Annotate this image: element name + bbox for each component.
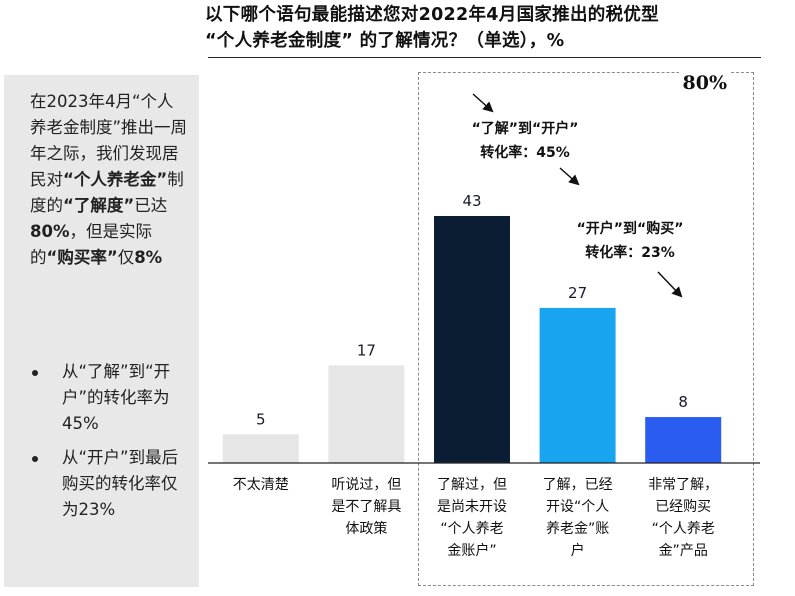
bar-value-label: 5 — [256, 410, 266, 428]
bar-3 — [539, 307, 616, 463]
annotation-arrow-3 — [657, 271, 683, 298]
category-label: 是不了解具 — [331, 499, 401, 515]
title-divider — [208, 57, 761, 58]
category-label: 金”产品 — [659, 543, 708, 559]
bar-value-label: 8 — [678, 393, 688, 411]
sidebar-intro-text: 在2023年4月“个人养老金制度”推出一周年之际，我们发现居民对“个人养老金”制… — [30, 89, 190, 271]
category-label: “个人养老 — [652, 521, 715, 537]
bar-4 — [645, 417, 722, 463]
intro-segment: 8% — [134, 248, 163, 267]
category-label: 听说过，但 — [331, 477, 401, 493]
category-label: 户 — [571, 542, 585, 559]
intro-segment: “个人养老金” — [63, 170, 168, 189]
category-label: 已经购买 — [655, 499, 711, 515]
awareness-highlight-box: 80% — [418, 72, 754, 586]
annotation-purchase-rate-line1: “开户”到“购买” — [577, 220, 684, 237]
sidebar-bullets: 从“了解”到“开户”的转化率为45% 从“开户”到最后购买的转化率仅为23% — [26, 359, 191, 531]
intro-segment: “购买率” — [46, 248, 118, 267]
bullet-text: 从“了解”到“开户”的转化率为45% — [62, 362, 171, 433]
bullet-dot-icon — [32, 456, 38, 462]
intro-segment: 仅 — [117, 248, 135, 267]
intro-segment: “了解度” — [63, 196, 135, 215]
bullet-item: 从“开户”到最后购买的转化率仅为23% — [26, 445, 191, 523]
bar-2 — [434, 216, 510, 463]
category-label: “个人养老 — [440, 521, 503, 537]
bullet-text: 从“开户”到最后购买的转化率仅为23% — [62, 448, 179, 519]
category-label: 非常了解， — [648, 477, 718, 493]
bar-value-label: 43 — [462, 192, 481, 210]
intro-segment: 80% — [30, 222, 70, 241]
annotation-arrow-1 — [472, 93, 494, 113]
awareness-total-label: 80% — [678, 72, 731, 94]
category-label: 是尚未开设 — [437, 499, 507, 515]
intro-segment: 已达 — [134, 196, 168, 215]
annotation-open-rate-line2: 转化率：45% — [480, 144, 570, 161]
intro-segment: 在2023年4月“个人养老金制度”推出一周年之际，我们发现居民对 — [30, 92, 188, 189]
category-label: 体政策 — [345, 520, 387, 537]
category-label: 了解过，但 — [437, 477, 507, 493]
category-label: 养老金”账 — [546, 521, 609, 537]
bar-1 — [328, 365, 405, 463]
intro-segment: ，但是实际的 — [30, 222, 152, 267]
bullet-dot-icon — [32, 370, 38, 376]
insight-sidebar: 在2023年4月“个人养老金制度”推出一周年之际，我们发现居民对“个人养老金”制… — [4, 75, 199, 587]
bar-value-label: 17 — [357, 341, 376, 359]
annotation-arrow-2 — [559, 167, 580, 186]
bar-0 — [222, 434, 299, 463]
category-label: 开设“个人 — [546, 499, 609, 515]
category-label: 不太清楚 — [233, 477, 289, 493]
category-label: 了解，已经 — [543, 477, 613, 493]
annotation-open-rate-line1: “了解”到“开户” — [472, 120, 579, 137]
bullet-item: 从“了解”到“开户”的转化率为45% — [26, 359, 191, 437]
chart-title: 以下哪个语句最能描述您对2022年4月国家推出的税优型 “个人养老金制度” 的了… — [205, 5, 659, 51]
bar-value-label: 27 — [568, 284, 587, 302]
intro-segment: 制度的 — [30, 170, 184, 215]
category-label: 金账户” — [447, 542, 496, 559]
annotation-purchase-rate-line2: 转化率：23% — [585, 244, 675, 261]
